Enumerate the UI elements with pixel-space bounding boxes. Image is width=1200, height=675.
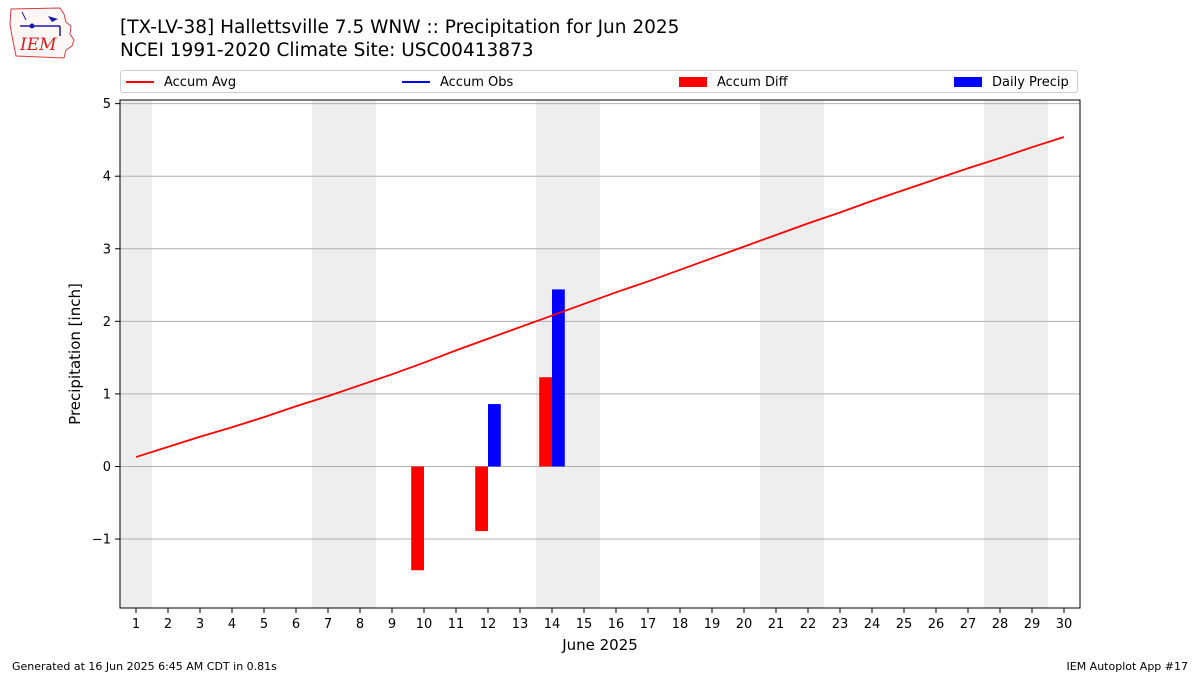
x-tick-label-29: 29 xyxy=(1024,617,1041,632)
weekend-band-21 xyxy=(760,100,792,608)
x-tick-label-12: 12 xyxy=(480,617,497,632)
legend-swatch-accum-diff xyxy=(679,77,707,87)
accum-avg-line xyxy=(135,136,1065,458)
accum-diff-bar-day-14 xyxy=(539,377,552,467)
x-tick-label-3: 3 xyxy=(196,617,204,632)
x-tick-label-11: 11 xyxy=(448,617,465,632)
y-tick-label-5: 5 xyxy=(103,97,111,112)
daily-precip-bar-day-12 xyxy=(488,404,501,467)
legend-label-accum-diff: Accum Diff xyxy=(717,74,788,90)
legend-label-accum-obs: Accum Obs xyxy=(440,74,514,90)
weekend-band-28 xyxy=(984,100,1016,608)
x-tick-label-21: 21 xyxy=(768,617,785,632)
x-tick-label-23: 23 xyxy=(832,617,849,632)
x-tick-label-6: 6 xyxy=(292,617,300,632)
legend-swatch-daily-precip xyxy=(954,77,982,87)
accum-diff-bar-day-10 xyxy=(411,466,424,571)
y-tick-label-3: 3 xyxy=(103,242,111,257)
weekend-band-1 xyxy=(120,100,152,608)
weekend-band-7 xyxy=(312,100,344,608)
x-axis-label: June 2025 xyxy=(561,636,638,654)
x-tick-label-16: 16 xyxy=(608,617,625,632)
plot-frame xyxy=(119,99,1081,609)
x-tick-label-28: 28 xyxy=(992,617,1009,632)
weekend-band-8 xyxy=(344,100,376,608)
x-tick-label-27: 27 xyxy=(960,617,977,632)
x-tick-label-22: 22 xyxy=(800,617,817,632)
axis-ticks: 1 2 3 4 5 6 7 8 9 10 11 12 13 14 15 16 17 18 19 20 21 22 23 24 2… xyxy=(92,97,1072,632)
x-tick-label-4: 4 xyxy=(228,617,236,632)
bars xyxy=(411,289,565,571)
gridlines xyxy=(120,103,1080,540)
y-tick-label--1: −1 xyxy=(92,533,111,548)
x-tick-label-26: 26 xyxy=(928,617,945,632)
legend: Accum Avg Accum Obs Accum Diff Daily Pre… xyxy=(120,70,1078,93)
x-tick-label-1: 1 xyxy=(132,617,140,632)
x-tick-label-24: 24 xyxy=(864,617,881,632)
legend-label-accum-avg: Accum Avg xyxy=(164,74,237,90)
legend-swatch-accum-avg xyxy=(126,81,154,83)
x-tick-label-20: 20 xyxy=(736,617,753,632)
legend-item-accum-obs: Accum Obs xyxy=(402,73,513,91)
weekend-band-15 xyxy=(568,100,600,608)
x-tick-label-17: 17 xyxy=(640,617,657,632)
y-tick-label-1: 1 xyxy=(103,387,111,402)
chart-subtitle: NCEI 1991-2020 Climate Site: USC00413873 xyxy=(120,40,534,61)
x-tick-label-2: 2 xyxy=(164,617,172,632)
x-tick-label-19: 19 xyxy=(704,617,721,632)
footer-generated: Generated at 16 Jun 2025 6:45 AM CDT in … xyxy=(12,660,277,673)
weekend-bands xyxy=(120,100,1048,608)
legend-swatch-accum-obs xyxy=(402,81,430,83)
x-tick-label-25: 25 xyxy=(896,617,913,632)
x-tick-label-5: 5 xyxy=(260,617,268,632)
daily-precip-bar-day-14 xyxy=(552,289,565,467)
iem-logo: IEM xyxy=(9,7,75,59)
x-tick-label-13: 13 xyxy=(512,617,529,632)
chart-title: [TX-LV-38] Hallettsville 7.5 WNW :: Prec… xyxy=(120,17,680,38)
x-tick-label-9: 9 xyxy=(388,617,396,632)
x-tick-label-30: 30 xyxy=(1056,617,1073,632)
weekend-band-22 xyxy=(792,100,824,608)
legend-item-accum-diff: Accum Diff xyxy=(679,73,788,91)
legend-item-accum-avg: Accum Avg xyxy=(126,73,236,91)
x-tick-label-15: 15 xyxy=(576,617,593,632)
x-tick-label-18: 18 xyxy=(672,617,689,632)
y-tick-label-4: 4 xyxy=(103,170,111,185)
y-tick-label-2: 2 xyxy=(103,315,111,330)
footer-app: IEM Autoplot App #17 xyxy=(1066,660,1189,673)
legend-item-daily-precip: Daily Precip xyxy=(954,73,1069,91)
y-axis-label: Precipitation [inch] xyxy=(66,283,84,425)
x-tick-label-14: 14 xyxy=(544,617,561,632)
legend-label-daily-precip: Daily Precip xyxy=(992,74,1069,90)
x-tick-label-7: 7 xyxy=(324,617,332,632)
weekend-band-29 xyxy=(1016,100,1048,608)
lines xyxy=(135,136,1065,458)
logo-text: IEM xyxy=(19,35,57,55)
x-tick-label-10: 10 xyxy=(416,617,433,632)
y-tick-label-0: 0 xyxy=(103,460,111,475)
x-tick-label-8: 8 xyxy=(356,617,364,632)
accum-diff-bar-day-12 xyxy=(475,466,488,532)
